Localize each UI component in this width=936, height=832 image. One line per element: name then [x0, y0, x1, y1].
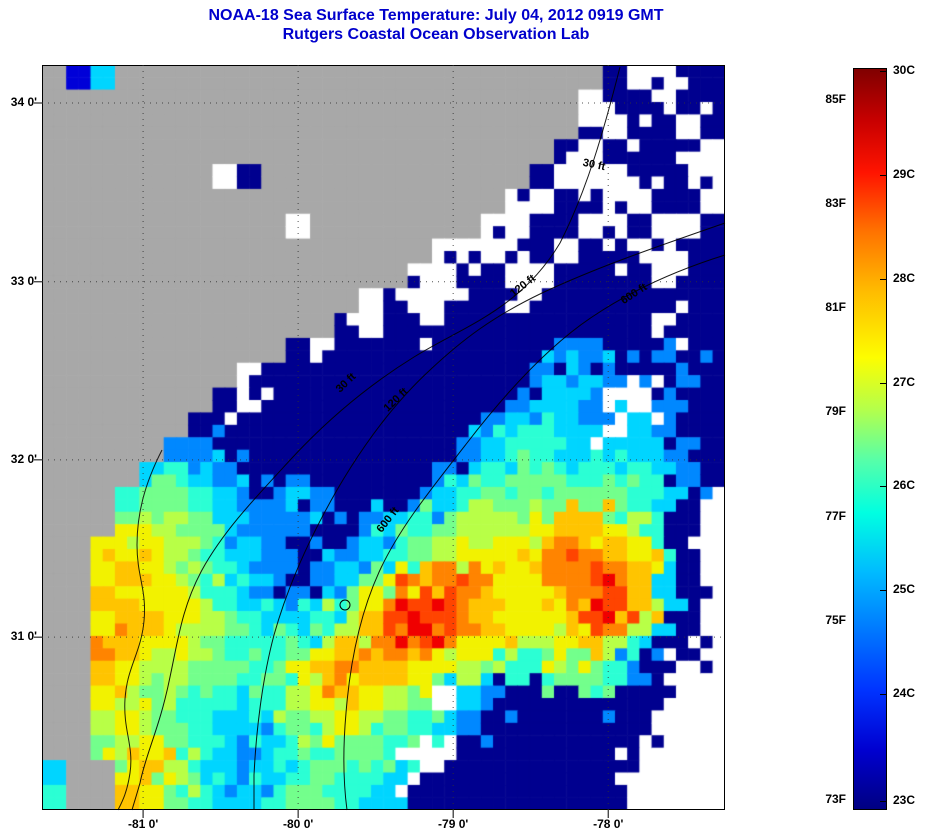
y-axis-tick-label: 34 0' — [10, 94, 37, 109]
colorbar-tick — [880, 174, 886, 176]
colorbar-celsius-label: 23C — [893, 793, 916, 808]
depth-contour-nearshore — [117, 449, 163, 811]
colorbar-celsius-label: 27C — [893, 374, 916, 389]
colorbar-fahrenheit-label: 85F — [825, 91, 846, 106]
x-axis-tick-label: -81 0' — [127, 817, 159, 831]
colorbar-celsius-label: 25C — [893, 582, 916, 597]
depth-contour-600ft — [343, 254, 726, 811]
plot-border — [42, 65, 725, 810]
colorbar-fahrenheit-label: 81F — [825, 299, 846, 314]
chart-title-block: NOAA-18 Sea Surface Temperature: July 04… — [0, 6, 872, 44]
x-axis-tick-label: -78 0' — [593, 817, 624, 831]
colorbar-celsius-label: 29C — [893, 166, 916, 181]
colorbar-tick — [880, 70, 886, 72]
colorbar-tick — [880, 694, 886, 696]
colorbar-tick — [880, 278, 886, 280]
colorbar-tick — [880, 486, 886, 488]
sst-map-plot: 30 ft 120 ft 600 ft 30 ft 120 ft 600 ft — [34, 65, 726, 818]
x-axis-tick-label: -80 0' — [283, 817, 314, 831]
y-axis-tick-label: 33 0' — [10, 273, 37, 288]
depth-contour-closed-ring — [339, 599, 351, 611]
map-overlay — [34, 65, 726, 818]
colorbar-gradient — [854, 69, 886, 809]
colorbar-fahrenheit-label: 79F — [825, 404, 846, 419]
colorbar-celsius-label: 28C — [893, 270, 916, 285]
depth-contour-120ft — [253, 222, 726, 810]
colorbar-celsius-label: 26C — [893, 478, 916, 493]
colorbar-tick — [880, 382, 886, 384]
x-axis-tick-label: -79 0' — [438, 817, 469, 831]
colorbar-celsius-label: 30C — [893, 62, 916, 77]
colorbar-tick — [880, 590, 886, 592]
depth-contour-30ft — [131, 66, 621, 811]
colorbar-fahrenheit-label: 73F — [825, 791, 846, 806]
y-axis-tick-label: 31 0' — [10, 629, 37, 644]
y-axis-tick-label: 32 0' — [10, 451, 37, 466]
sst-heatmap-canvas — [42, 65, 725, 810]
chart-title: NOAA-18 Sea Surface Temperature: July 04… — [208, 7, 664, 24]
colorbar-celsius-label: 24C — [893, 686, 916, 701]
colorbar-fahrenheit-label: 75F — [825, 612, 846, 627]
chart-subtitle: Rutgers Coastal Ocean Observation Lab — [282, 26, 590, 43]
colorbar-tick — [880, 801, 886, 803]
colorbar — [853, 68, 887, 810]
colorbar-fahrenheit-label: 83F — [825, 195, 846, 210]
colorbar-fahrenheit-label: 77F — [825, 508, 846, 523]
